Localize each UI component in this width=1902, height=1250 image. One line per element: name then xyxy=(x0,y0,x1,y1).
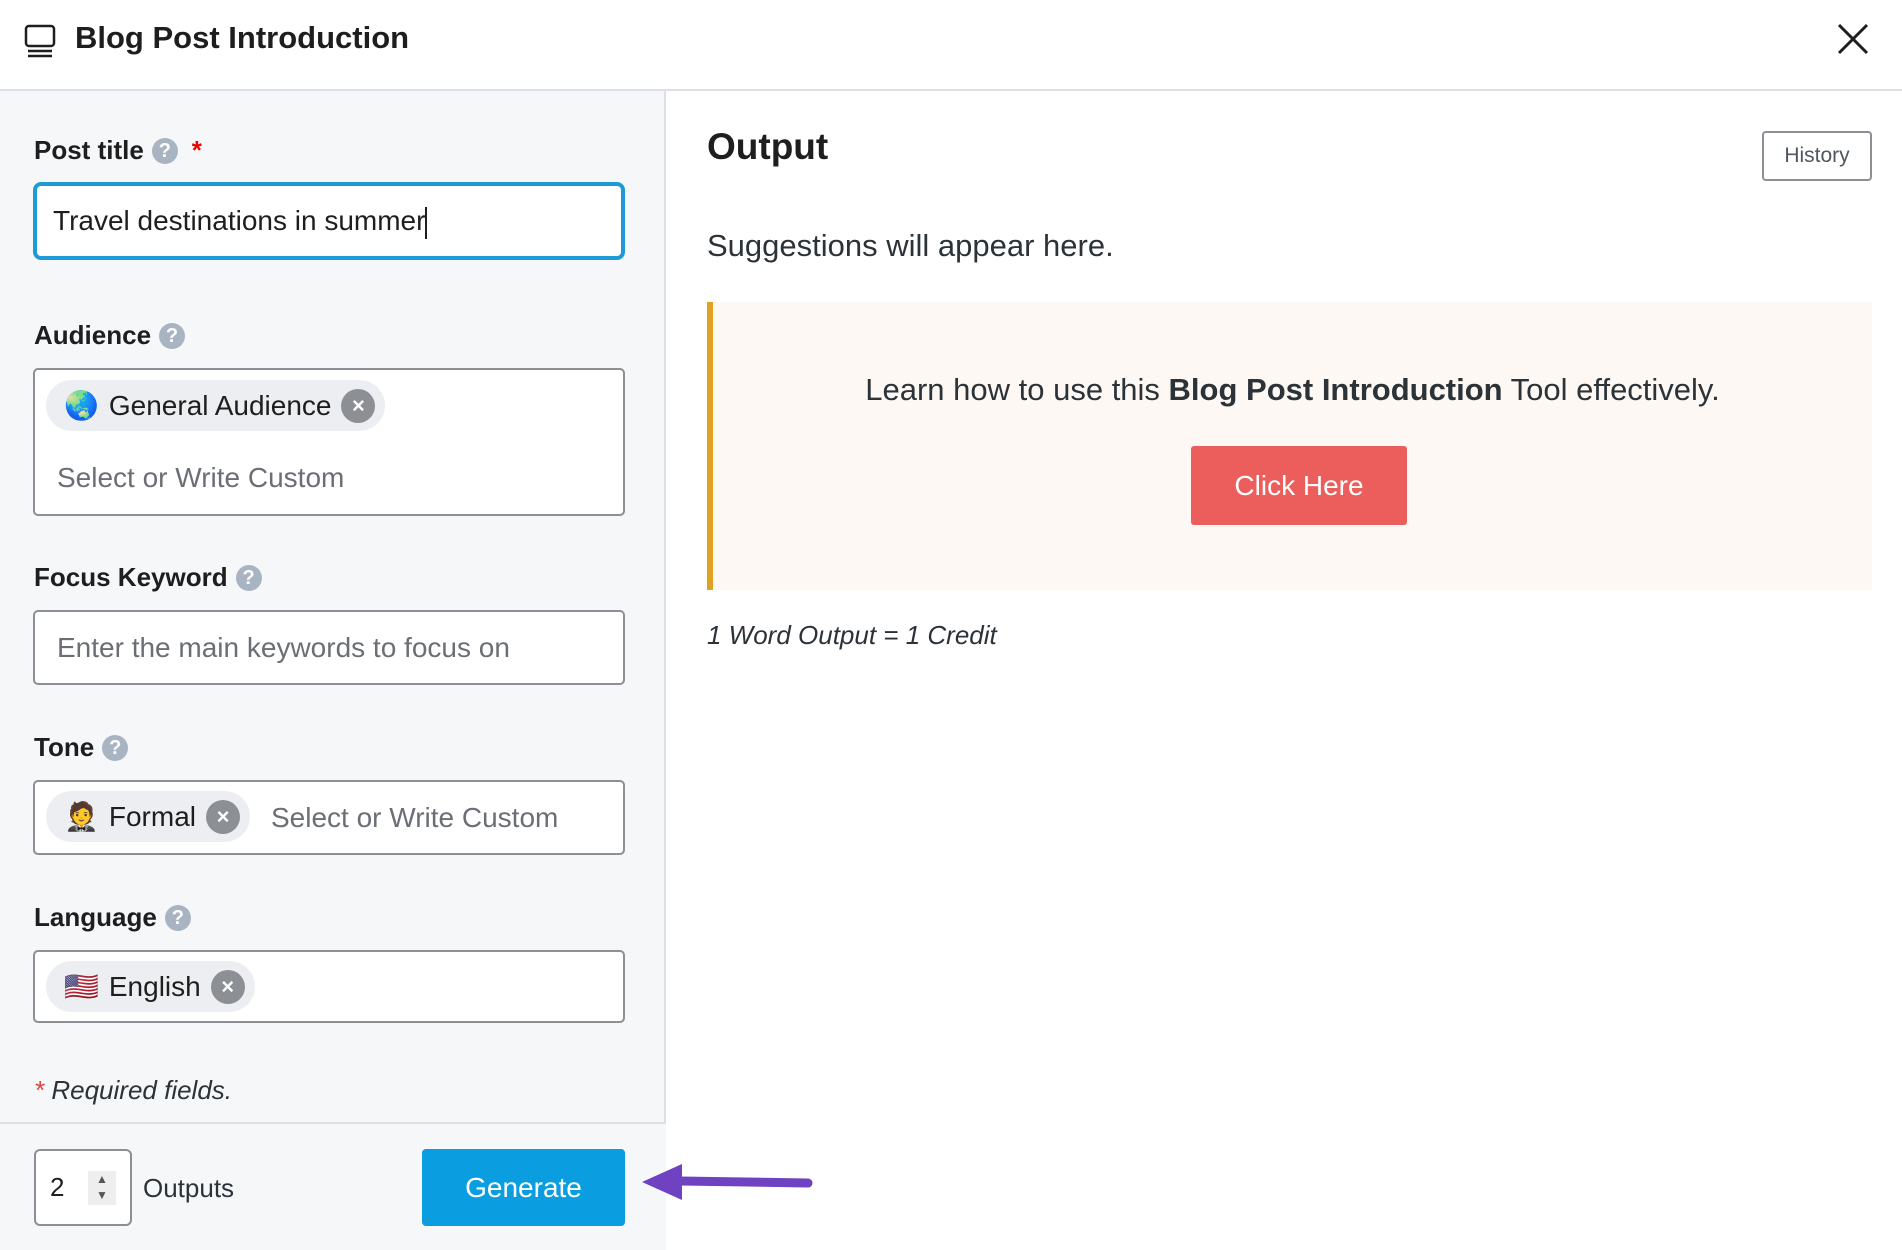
audience-chip: 🌏 General Audience × xyxy=(46,380,386,431)
chip-label: General Audience xyxy=(108,389,332,421)
modal-title: Blog Post Introduction xyxy=(75,20,410,55)
click-here-button[interactable]: Click Here xyxy=(1191,446,1407,525)
focus-keyword-input[interactable] xyxy=(33,610,625,685)
stepper-arrows-icon[interactable]: ▲ ▼ xyxy=(88,1171,116,1205)
chip-label: Formal xyxy=(108,800,196,832)
help-icon[interactable]: ? xyxy=(102,734,129,761)
modal-header: Blog Post Introduction xyxy=(0,0,1902,91)
outputs-label: Outputs xyxy=(143,1173,235,1203)
us-flag-icon: 🇺🇸 xyxy=(64,971,99,1002)
language-label: Language? xyxy=(34,902,191,933)
post-title-input[interactable]: Travel destinations in summer xyxy=(33,182,625,260)
output-placeholder: Suggestions will appear here. xyxy=(707,228,1114,263)
label-text: Audience xyxy=(34,320,152,350)
history-button[interactable]: History xyxy=(1762,131,1872,181)
callout-post: Tool effectively. xyxy=(1502,372,1720,407)
outputs-value: 2 xyxy=(50,1172,65,1202)
close-icon[interactable] xyxy=(1836,22,1870,56)
audience-placeholder[interactable]: Select or Write Custom xyxy=(57,462,345,493)
tone-chip: 🤵 Formal × xyxy=(46,791,250,842)
credit-note: 1 Word Output = 1 Credit xyxy=(707,620,997,650)
generate-button[interactable]: Generate xyxy=(422,1149,625,1226)
help-icon[interactable]: ? xyxy=(235,564,262,591)
post-title-label: Post title? * xyxy=(34,135,202,166)
person-in-suit-icon: 🤵 xyxy=(64,801,99,832)
help-icon[interactable]: ? xyxy=(151,137,178,164)
help-icon[interactable]: ? xyxy=(159,322,186,349)
focus-keyword-placeholder[interactable]: Enter the main keywords to focus on xyxy=(57,632,510,663)
output-heading: Output xyxy=(707,126,829,167)
label-text: Focus Keyword xyxy=(34,562,228,592)
tone-placeholder[interactable]: Select or Write Custom xyxy=(271,802,559,833)
monitor-icon xyxy=(24,24,56,58)
callout-tool-name: Blog Post Introduction xyxy=(1168,372,1503,407)
label-text: Language xyxy=(34,902,157,932)
focus-keyword-label: Focus Keyword? xyxy=(34,562,262,593)
required-note: * Required fields. xyxy=(34,1075,232,1106)
outputs-count-input[interactable]: 2 ▲ ▼ xyxy=(34,1149,132,1226)
tone-label: Tone? xyxy=(34,732,129,763)
label-text: Post title xyxy=(34,135,144,165)
globe-icon: 🌏 xyxy=(64,390,99,421)
help-callout: Learn how to use this Blog Post Introduc… xyxy=(707,302,1872,590)
remove-chip-icon[interactable]: × xyxy=(206,799,240,834)
required-note-text: Required fields. xyxy=(51,1075,233,1105)
callout-pre: Learn how to use this xyxy=(865,372,1169,407)
remove-chip-icon[interactable]: × xyxy=(341,388,376,423)
arrow-annotation-icon xyxy=(642,1164,813,1200)
audience-label: Audience? xyxy=(34,320,186,351)
chip-label: English xyxy=(108,970,201,1002)
help-icon[interactable]: ? xyxy=(164,904,191,931)
post-title-value: Travel destinations in summer xyxy=(53,205,426,236)
text-caret xyxy=(425,206,428,239)
required-star: * xyxy=(34,1075,45,1105)
callout-text: Learn how to use this Blog Post Introduc… xyxy=(713,372,1872,408)
remove-chip-icon[interactable]: × xyxy=(210,969,245,1004)
required-marker: * xyxy=(191,135,202,165)
language-chip: 🇺🇸 English × xyxy=(46,961,255,1012)
label-text: Tone xyxy=(34,732,95,762)
